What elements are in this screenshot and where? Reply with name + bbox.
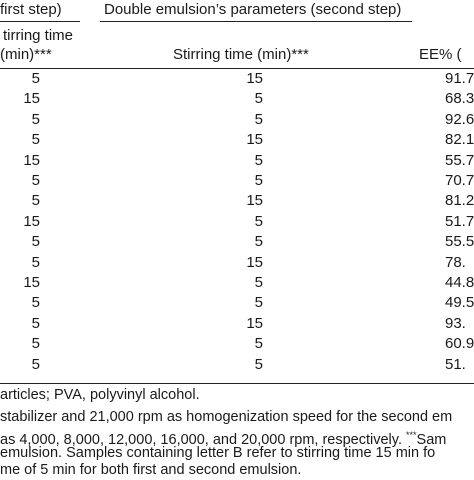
stirring-time-second-cell: 5 — [254, 90, 263, 108]
ee-percent-cell: 44.8 — [445, 274, 474, 291]
footnote-line-2: stabilizer and 21,000 rpm as homogenizat… — [0, 409, 453, 425]
stirring-time-first-cell: 5 — [31, 233, 40, 251]
stirring-time-first-header-line1: tirring time — [3, 27, 74, 44]
footnote-line-3-tail: Sam — [416, 432, 447, 448]
stirring-time-second-cell: 5 — [254, 274, 263, 291]
footnote-line-1: articles; PVA, polyvinyl alcohol. — [0, 387, 200, 403]
ee-percent-cell: 82.1 — [445, 131, 474, 149]
second-group-underline — [100, 21, 412, 22]
stirring-time-first-cell: 5 — [31, 172, 40, 189]
ee-percent-header: EE% ( — [419, 46, 462, 63]
ee-percent-cell: 51.7 — [445, 212, 474, 230]
ee-percent-cell: 49.5 — [445, 294, 474, 312]
footnote-marker: *** — [406, 430, 417, 440]
stirring-time-second-cell: 15 — [246, 70, 263, 87]
ee-percent-cell: 93. — [445, 314, 466, 332]
stirring-time-second-cell: 15 — [246, 192, 263, 210]
header-bottom-rule — [0, 68, 474, 69]
ee-percent-cell: 78. — [445, 253, 466, 271]
footnote-line-5: me of 5 min for both first and second em… — [0, 462, 302, 478]
footnote-line-3: as 4,000, 8,000, 12,000, 16,000, and 20,… — [0, 425, 446, 450]
first-group-underline — [0, 21, 80, 22]
ee-percent-cell: 70.7 — [445, 172, 474, 189]
stirring-time-second-cell: 5 — [254, 294, 263, 312]
ee-percent-cell: 91.7 — [445, 70, 474, 87]
stirring-time-second-cell: 5 — [254, 212, 263, 230]
stirring-time-first-cell: 15 — [23, 212, 40, 230]
first-step-group-header: first step) — [0, 1, 62, 18]
stirring-time-second-cell: 5 — [254, 335, 263, 353]
stirring-time-first-cell: 5 — [31, 110, 40, 128]
ee-percent-cell: 55.5 — [445, 233, 474, 251]
stirring-time-first-cell: 5 — [31, 70, 40, 87]
ee-percent-cell: 60.9 — [445, 335, 474, 353]
ee-percent-cell: 92.6 — [445, 110, 474, 128]
second-step-group-header: Double emulsion’s parameters (second ste… — [104, 1, 402, 18]
stirring-time-second-cell: 5 — [254, 110, 263, 128]
stirring-time-first-cell: 5 — [31, 192, 40, 210]
stirring-time-second-cell: 15 — [246, 131, 263, 149]
ee-percent-cell: 55.7 — [445, 151, 474, 169]
stirring-time-second-cell: 5 — [254, 355, 263, 373]
stirring-time-second-cell: 5 — [254, 151, 263, 169]
stirring-time-first-cell: 5 — [31, 335, 40, 353]
stirring-time-second-cell: 5 — [254, 233, 263, 251]
stirring-time-first-cell: 15 — [23, 274, 40, 291]
table-bottom-rule — [0, 383, 474, 384]
stirring-time-first-cell: 5 — [31, 294, 40, 312]
stirring-time-second-header: Stirring time (min)*** — [173, 46, 309, 63]
stirring-time-first-cell: 5 — [31, 253, 40, 271]
footnote-line-3-text: as 4,000, 8,000, 12,000, 16,000, and 20,… — [0, 432, 407, 448]
ee-percent-cell: 68.3 — [445, 90, 474, 108]
stirring-time-second-cell: 15 — [246, 253, 263, 271]
stirring-time-second-cell: 5 — [254, 172, 263, 189]
stirring-time-first-cell: 15 — [23, 151, 40, 169]
ee-percent-cell: 81.2 — [445, 192, 474, 210]
stirring-time-first-header-line2: (min)*** — [0, 46, 52, 63]
footnote-line-4: emulsion. Samples containing letter B re… — [0, 445, 436, 461]
stirring-time-second-cell: 15 — [246, 314, 263, 332]
ee-percent-cell: 51. — [445, 355, 466, 373]
stirring-time-first-cell: 5 — [31, 131, 40, 149]
stirring-time-first-cell: 5 — [31, 314, 40, 332]
stirring-time-first-cell: 5 — [31, 355, 40, 373]
stirring-time-first-cell: 15 — [23, 90, 40, 108]
